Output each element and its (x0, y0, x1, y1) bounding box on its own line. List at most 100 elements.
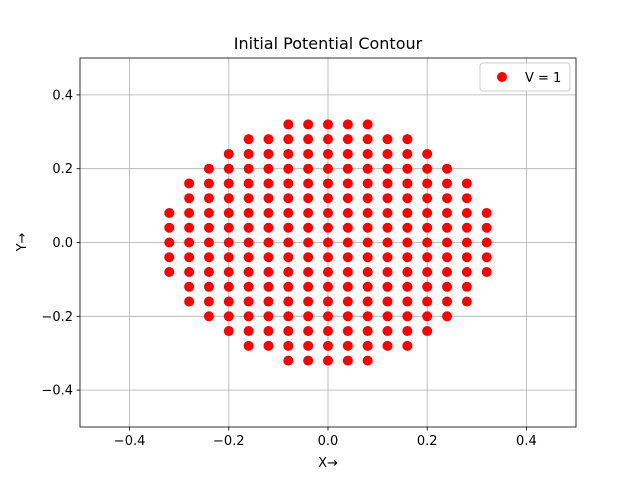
data-point (461, 237, 472, 248)
data-point (283, 326, 294, 337)
data-point (342, 340, 353, 351)
data-point (422, 193, 433, 204)
data-point (461, 193, 472, 204)
data-point (223, 311, 234, 322)
data-point (342, 134, 353, 145)
data-point (243, 134, 254, 145)
data-point (402, 207, 413, 218)
data-point (342, 193, 353, 204)
data-point (303, 281, 314, 292)
data-point (323, 267, 333, 278)
x-tick-label: 0.2 (417, 434, 438, 449)
data-point (243, 207, 254, 218)
data-point (283, 163, 294, 174)
y-axis-label: Y→ (15, 232, 30, 252)
data-point (184, 252, 195, 263)
data-point (184, 296, 195, 307)
legend-marker (497, 72, 507, 82)
data-point (323, 340, 333, 351)
data-point (362, 355, 373, 366)
data-point (263, 296, 274, 307)
data-point (303, 296, 314, 307)
data-point (223, 267, 234, 278)
data-point (303, 178, 314, 189)
data-point (303, 148, 314, 159)
data-point (442, 296, 453, 307)
data-point (442, 311, 453, 322)
data-point (382, 207, 393, 218)
data-point (243, 252, 254, 263)
data-point (283, 340, 294, 351)
data-point (323, 119, 333, 130)
data-point (461, 252, 472, 263)
data-point (323, 326, 333, 337)
data-point (342, 222, 353, 233)
data-point (323, 207, 333, 218)
data-point (422, 267, 433, 278)
data-point (223, 163, 234, 174)
data-point (382, 163, 393, 174)
data-point (243, 178, 254, 189)
data-point (203, 267, 214, 278)
data-point (303, 134, 314, 145)
data-point (362, 311, 373, 322)
data-point (263, 222, 274, 233)
data-point (342, 207, 353, 218)
data-point (342, 163, 353, 174)
data-point (243, 148, 254, 159)
data-point (323, 311, 333, 322)
data-points (164, 119, 492, 366)
data-point (461, 222, 472, 233)
data-point (342, 355, 353, 366)
data-point (342, 296, 353, 307)
data-point (422, 178, 433, 189)
data-point (223, 296, 234, 307)
data-point (203, 222, 214, 233)
data-point (203, 237, 214, 248)
data-point (283, 178, 294, 189)
data-point (362, 193, 373, 204)
data-point (303, 163, 314, 174)
data-point (283, 281, 294, 292)
data-point (283, 148, 294, 159)
data-point (184, 178, 195, 189)
data-point (382, 178, 393, 189)
data-point (243, 163, 254, 174)
data-point (263, 134, 274, 145)
data-point (481, 237, 492, 248)
data-point (323, 281, 333, 292)
data-point (362, 252, 373, 263)
data-point (342, 119, 353, 130)
data-point (223, 148, 234, 159)
data-point (481, 267, 492, 278)
data-point (263, 237, 274, 248)
data-point (283, 207, 294, 218)
data-point (382, 267, 393, 278)
data-point (303, 311, 314, 322)
data-point (164, 237, 175, 248)
axis-ticks: −0.4 −0.2 0.0 0.2 0.4 −0.4 −0.2 0.0 0.2 0.4 (41, 88, 536, 449)
legend-box (479, 62, 571, 92)
data-point (382, 252, 393, 263)
data-point (323, 296, 333, 307)
data-point (263, 340, 274, 351)
data-point (203, 281, 214, 292)
data-point (203, 311, 214, 322)
data-point (342, 267, 353, 278)
data-point (402, 193, 413, 204)
data-point (263, 326, 274, 337)
y-tick-label: −0.4 (41, 384, 73, 399)
data-point (223, 252, 234, 263)
data-point (184, 237, 195, 248)
data-point (164, 207, 175, 218)
data-point (184, 193, 195, 204)
data-point (461, 296, 472, 307)
data-point (442, 193, 453, 204)
data-point (422, 222, 433, 233)
x-tick-label: 0.0 (318, 434, 339, 449)
data-point (362, 207, 373, 218)
y-tick-label: 0.4 (52, 88, 73, 103)
data-point (263, 281, 274, 292)
data-point (323, 163, 333, 174)
data-point (481, 252, 492, 263)
